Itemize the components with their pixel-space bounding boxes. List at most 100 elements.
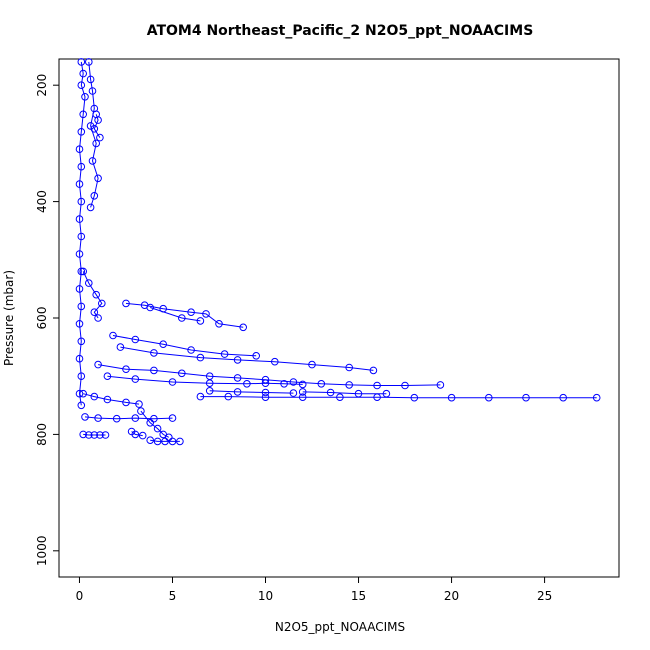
data-point <box>77 372 86 381</box>
data-point <box>239 323 247 332</box>
series-line <box>125 302 244 328</box>
data-point <box>86 203 95 212</box>
data-point <box>122 398 130 407</box>
data-point <box>88 87 97 95</box>
data-point <box>98 299 106 308</box>
data-point <box>88 157 97 165</box>
data-point <box>224 392 233 401</box>
data-point <box>168 414 177 422</box>
data-point <box>90 431 99 439</box>
data-point <box>271 357 279 366</box>
data-point <box>196 353 205 362</box>
data-point <box>447 393 456 402</box>
data-point <box>485 393 493 402</box>
data-point <box>161 437 169 446</box>
data-point <box>77 81 86 89</box>
y-tick-label: 600 <box>35 307 49 330</box>
data-point <box>159 304 167 313</box>
data-point <box>138 431 147 440</box>
data-point <box>215 320 223 328</box>
data-point <box>79 267 87 276</box>
data-point <box>94 360 102 369</box>
data-point <box>85 431 93 439</box>
y-axis: 200 400 600 800 1000 <box>35 74 60 566</box>
data-point <box>79 389 87 398</box>
data-point <box>77 302 86 311</box>
chart-title: ATOM4 Northeast_Pacific_2 N2O5_ppt_NOAAC… <box>147 23 534 39</box>
data-point <box>75 320 84 328</box>
data-point <box>75 285 84 293</box>
series-line <box>78 61 86 406</box>
y-tick-label: 200 <box>35 74 49 97</box>
data-point <box>146 436 154 445</box>
data-point <box>146 419 154 427</box>
data-point <box>77 58 86 66</box>
data-point <box>261 379 270 388</box>
data-point <box>77 232 86 241</box>
data-point <box>176 437 184 446</box>
data-point <box>94 174 102 183</box>
x-tick-label: 20 <box>444 589 459 603</box>
data-point <box>131 375 140 383</box>
data-point <box>94 314 102 322</box>
series-line <box>88 61 99 208</box>
data-point <box>252 352 261 360</box>
data-point <box>522 393 530 402</box>
series-line <box>83 393 140 405</box>
data-point <box>131 335 140 344</box>
series-line <box>209 390 294 394</box>
data-point <box>96 133 104 142</box>
data-point <box>298 388 307 396</box>
data-point <box>77 162 86 171</box>
data-point <box>90 392 99 401</box>
data-point <box>205 379 214 388</box>
data-point <box>103 395 112 404</box>
data-point <box>345 381 354 389</box>
data-point <box>75 250 84 258</box>
data-point <box>261 375 270 384</box>
data-point <box>326 388 335 397</box>
data-point <box>96 431 104 439</box>
data-point <box>382 389 391 398</box>
data-point <box>196 392 205 401</box>
data-point <box>205 387 214 395</box>
series-line <box>120 346 374 371</box>
data-point <box>75 145 84 153</box>
data-point <box>168 378 177 386</box>
data-point <box>289 378 298 386</box>
data-point <box>116 343 125 351</box>
data-point <box>336 393 344 402</box>
data-point <box>131 414 140 422</box>
data-point <box>592 393 601 402</box>
x-tick-label: 5 <box>169 589 177 603</box>
data-point <box>220 350 229 358</box>
data-point <box>345 363 354 372</box>
x-tick-label: 0 <box>76 589 84 603</box>
series-line <box>302 391 387 395</box>
data-point <box>131 430 140 439</box>
data-point <box>261 393 270 402</box>
data-point <box>135 400 143 408</box>
data-point <box>178 314 186 322</box>
data-point <box>354 389 363 398</box>
data-point <box>401 381 409 390</box>
data-point <box>187 346 195 354</box>
x-tick-label: 10 <box>258 589 273 603</box>
data-point <box>196 317 205 325</box>
data-point <box>92 139 100 148</box>
data-point <box>77 128 86 136</box>
data-point <box>94 414 102 422</box>
data-point <box>233 388 242 396</box>
data-point <box>94 116 102 124</box>
data-point <box>146 303 154 312</box>
data-point <box>373 381 381 390</box>
data-point <box>289 389 298 397</box>
data-point <box>77 401 86 410</box>
data-point <box>153 424 162 433</box>
data-point <box>122 365 130 374</box>
data-point <box>559 393 568 402</box>
data-point <box>75 180 84 188</box>
data-point <box>202 310 210 318</box>
data-point <box>75 215 84 223</box>
